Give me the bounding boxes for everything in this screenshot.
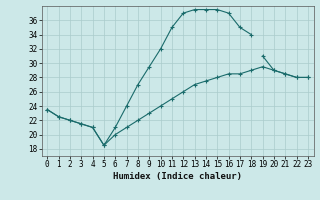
X-axis label: Humidex (Indice chaleur): Humidex (Indice chaleur)	[113, 172, 242, 181]
